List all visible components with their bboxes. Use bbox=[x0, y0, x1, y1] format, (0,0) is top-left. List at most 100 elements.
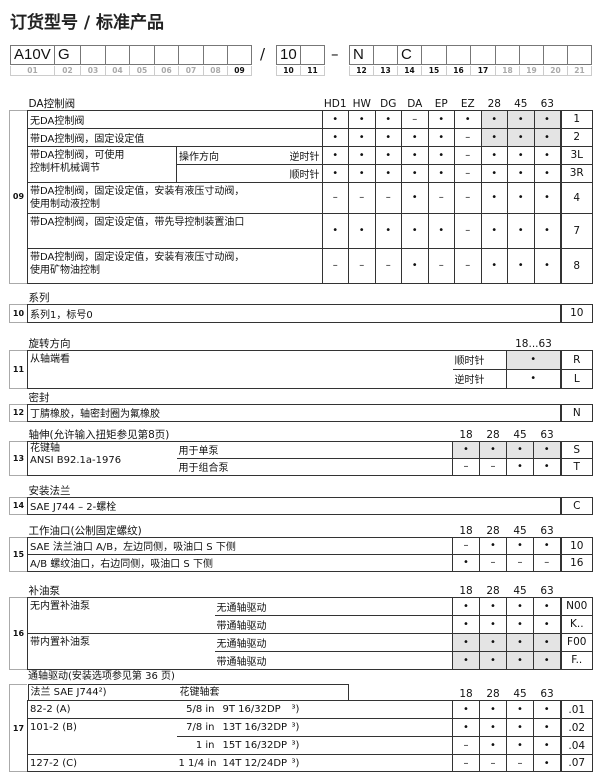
column-header: EZ bbox=[460, 97, 475, 110]
availability-cell: – bbox=[454, 212, 482, 249]
option-code[interactable]: .07 bbox=[559, 754, 593, 772]
availability-cell: • bbox=[533, 457, 561, 476]
drive-label: 无通轴驱动 bbox=[214, 632, 453, 652]
option-code[interactable]: .01 bbox=[559, 700, 593, 719]
availability-cell: • bbox=[533, 536, 561, 555]
option-code[interactable]: .04 bbox=[559, 736, 593, 755]
code-position-value bbox=[422, 45, 447, 65]
option-code[interactable]: 3L bbox=[559, 145, 593, 165]
availability-cell: • bbox=[533, 736, 561, 755]
code-position-value bbox=[471, 45, 496, 65]
option-code[interactable]: 2 bbox=[559, 127, 593, 147]
pump-group: 带内置补油泵 bbox=[27, 632, 215, 670]
option-code[interactable]: N bbox=[559, 403, 593, 422]
availability-cell: – bbox=[401, 109, 429, 129]
option-code[interactable]: 4 bbox=[559, 181, 593, 214]
availability-cell: • bbox=[374, 212, 402, 249]
code-position-value bbox=[81, 45, 106, 65]
availability-cell: – bbox=[321, 181, 349, 214]
option-code[interactable]: F.. bbox=[559, 650, 593, 670]
code-position-value bbox=[374, 45, 398, 65]
availability-cell: • bbox=[533, 163, 561, 183]
option-code[interactable]: 1 bbox=[559, 109, 593, 129]
order-code-bar: A10V 01 G 02 03 04 05 06 07 08 09 10 10 11 N 12 13 C 14 15 1… bbox=[0, 45, 600, 77]
section-title: DA控制阀 bbox=[28, 97, 76, 110]
column-header: 63 bbox=[540, 428, 554, 441]
availability-cell: • bbox=[507, 127, 535, 147]
availability-cell: • bbox=[321, 145, 349, 165]
direction-label: 顺时针 bbox=[176, 163, 323, 183]
availability-cell: • bbox=[480, 109, 508, 129]
option-code[interactable]: C bbox=[559, 496, 593, 515]
availability-cell: • bbox=[506, 457, 534, 476]
option-code[interactable]: R bbox=[559, 349, 593, 370]
option-code[interactable]: 16 bbox=[559, 553, 593, 572]
availability-cell: • bbox=[479, 718, 507, 737]
availability-cell: • bbox=[506, 700, 534, 719]
column-header: 45 bbox=[513, 524, 527, 537]
availability-cell: • bbox=[480, 181, 508, 214]
option-code[interactable]: 7 bbox=[559, 212, 593, 249]
availability-cell: – bbox=[454, 127, 482, 147]
availability-cell: • bbox=[533, 247, 561, 284]
availability-cell: • bbox=[479, 736, 507, 755]
column-header: 18 bbox=[459, 584, 473, 597]
code-position-value bbox=[155, 45, 179, 65]
option-code[interactable]: 8 bbox=[559, 247, 593, 284]
option-code[interactable]: 10 bbox=[559, 303, 593, 323]
option-code[interactable]: .02 bbox=[559, 718, 593, 737]
availability-cell: • bbox=[506, 440, 534, 459]
option-code[interactable]: S bbox=[559, 440, 593, 459]
availability-cell: • bbox=[452, 440, 480, 459]
availability-cell: • bbox=[452, 700, 480, 719]
section-title: 旋转方向 bbox=[28, 337, 71, 350]
section-boost-pump: 16 补油泵 18 28 45 63 无内置补油泵 无通轴驱动 • • • • N00 带通轴驱动 •… bbox=[0, 584, 600, 670]
section-da-control-valve: 09 DA控制阀 HD1 HW DG DA EP EZ 28 45 63 无DA控制阀 • • • – • •… bbox=[0, 97, 600, 284]
spline-header: 花键轴套 bbox=[179, 687, 220, 698]
column-header: HD1 bbox=[323, 97, 347, 110]
availability-cell: • bbox=[507, 163, 535, 183]
availability-cell: • bbox=[533, 145, 561, 165]
code-position-label: 09 bbox=[228, 66, 252, 76]
section-shaft: 13 轴伸(允许输入扭矩参见第8页) 18 28 45 63 花键轴 ANSI B92.1… bbox=[0, 428, 600, 476]
availability-cell: • bbox=[348, 145, 376, 165]
option-desc: SAE J744 – 2-螺栓 bbox=[27, 496, 561, 515]
option-desc: A/B 螺纹油口，右边同侧，吸油口 S 下侧 bbox=[27, 553, 453, 572]
availability-cell: • bbox=[506, 536, 534, 555]
availability-cell: • bbox=[479, 440, 507, 459]
usage-label: 用于组合泵 bbox=[176, 457, 453, 476]
code-position-label: 19 bbox=[520, 66, 544, 76]
section-number: 11 bbox=[9, 350, 27, 389]
code-position-value bbox=[496, 45, 520, 65]
option-desc: 花键轴 ANSI B92.1a-1976 bbox=[27, 440, 177, 476]
option-code[interactable]: 10 bbox=[559, 536, 593, 555]
usage-label: 用于单泵 bbox=[176, 440, 453, 459]
availability-cell: • bbox=[479, 632, 507, 652]
section-working-ports: 15 工作油口(公制固定螺纹) 18 28 45 63 SAE 法兰油口 A/B，左边同… bbox=[0, 524, 600, 572]
availability-cell: • bbox=[507, 212, 535, 249]
option-desc: 带DA控制阀，固定设定值 bbox=[27, 127, 323, 147]
availability-cell: • bbox=[452, 596, 480, 616]
section-number: 16 bbox=[9, 597, 27, 670]
availability-cell: • bbox=[427, 109, 455, 129]
code-position-label: 02 bbox=[55, 66, 81, 76]
availability-cell: – bbox=[506, 553, 534, 572]
size: 7/8 in bbox=[176, 718, 217, 737]
availability-cell: • bbox=[533, 718, 561, 737]
option-code[interactable]: 3R bbox=[559, 163, 593, 183]
availability-cell: • bbox=[374, 163, 402, 183]
code-position-label: 11 bbox=[301, 66, 325, 76]
option-code[interactable]: T bbox=[559, 457, 593, 476]
option-code[interactable]: K.. bbox=[559, 614, 593, 634]
availability-cell: • bbox=[533, 700, 561, 719]
direction-label: 逆时针 bbox=[452, 368, 507, 389]
option-desc: 系列1，标号0 bbox=[27, 303, 561, 323]
availability-cell: • bbox=[507, 109, 535, 129]
option-code[interactable]: F00 bbox=[559, 632, 593, 652]
option-code[interactable]: L bbox=[559, 368, 593, 389]
availability-cell: – bbox=[374, 247, 402, 284]
size: 5/8 in bbox=[176, 700, 217, 719]
availability-cell: • bbox=[507, 247, 535, 284]
column-header: 18 bbox=[459, 524, 473, 537]
option-code[interactable]: N00 bbox=[559, 596, 593, 616]
